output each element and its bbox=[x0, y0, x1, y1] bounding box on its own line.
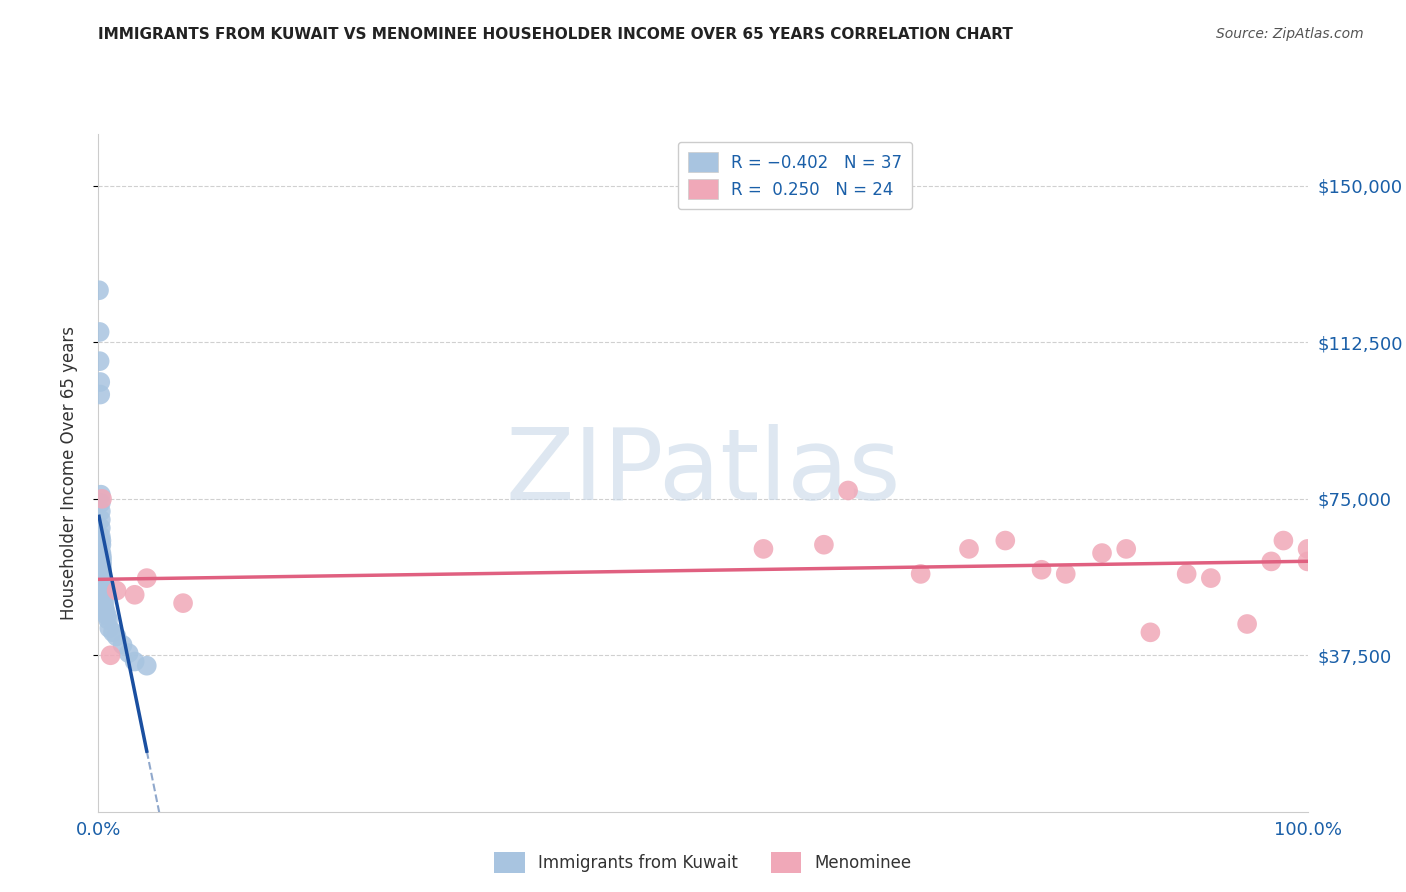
Point bbox=[1175, 566, 1198, 581]
Point bbox=[91, 566, 114, 581]
Point bbox=[89, 387, 111, 401]
Point bbox=[1296, 554, 1319, 568]
Point bbox=[91, 591, 114, 606]
Point bbox=[90, 513, 112, 527]
Point bbox=[89, 354, 111, 368]
Point bbox=[91, 491, 114, 506]
Point bbox=[94, 605, 117, 619]
Point bbox=[1031, 563, 1053, 577]
Point bbox=[1115, 541, 1137, 556]
Point bbox=[90, 496, 112, 510]
Point bbox=[97, 613, 120, 627]
Point bbox=[105, 583, 128, 598]
Point bbox=[93, 600, 115, 615]
Point bbox=[91, 550, 114, 565]
Y-axis label: Householder Income Over 65 years: Householder Income Over 65 years bbox=[59, 326, 77, 620]
Legend: Immigrants from Kuwait, Menominee: Immigrants from Kuwait, Menominee bbox=[488, 846, 918, 880]
Point bbox=[837, 483, 859, 498]
Point bbox=[91, 583, 114, 598]
Point bbox=[90, 521, 112, 535]
Point bbox=[100, 648, 122, 663]
Text: IMMIGRANTS FROM KUWAIT VS MENOMINEE HOUSEHOLDER INCOME OVER 65 YEARS CORRELATION: IMMIGRANTS FROM KUWAIT VS MENOMINEE HOUS… bbox=[98, 27, 1014, 42]
Point bbox=[1199, 571, 1222, 585]
Text: Source: ZipAtlas.com: Source: ZipAtlas.com bbox=[1216, 27, 1364, 41]
Text: ZIPatlas: ZIPatlas bbox=[505, 425, 901, 521]
Point bbox=[91, 571, 114, 585]
Point bbox=[90, 488, 112, 502]
Point bbox=[91, 563, 114, 577]
Point bbox=[91, 579, 114, 593]
Point bbox=[1296, 541, 1319, 556]
Point bbox=[90, 533, 112, 548]
Point bbox=[813, 538, 835, 552]
Point bbox=[87, 283, 110, 297]
Point bbox=[91, 558, 114, 573]
Point bbox=[105, 630, 128, 644]
Point bbox=[96, 608, 118, 623]
Point bbox=[90, 529, 112, 543]
Point bbox=[910, 566, 932, 581]
Point bbox=[124, 655, 146, 669]
Point bbox=[957, 541, 980, 556]
Point bbox=[1272, 533, 1295, 548]
Point bbox=[101, 625, 124, 640]
Point bbox=[172, 596, 194, 610]
Point bbox=[90, 546, 112, 560]
Point bbox=[994, 533, 1017, 548]
Point bbox=[752, 541, 775, 556]
Point bbox=[91, 588, 114, 602]
Point bbox=[135, 571, 157, 585]
Point bbox=[1236, 617, 1258, 632]
Point bbox=[93, 596, 115, 610]
Point bbox=[89, 325, 111, 339]
Point bbox=[124, 588, 146, 602]
Point bbox=[90, 504, 112, 518]
Point bbox=[90, 538, 112, 552]
Point bbox=[98, 621, 121, 635]
Point bbox=[1139, 625, 1161, 640]
Point bbox=[89, 375, 111, 389]
Point bbox=[118, 646, 141, 660]
Legend: R = −0.402   N = 37, R =  0.250   N = 24: R = −0.402 N = 37, R = 0.250 N = 24 bbox=[678, 142, 912, 210]
Point bbox=[91, 554, 114, 568]
Point bbox=[111, 638, 134, 652]
Point bbox=[1091, 546, 1114, 560]
Point bbox=[1260, 554, 1282, 568]
Point bbox=[91, 575, 114, 590]
Point bbox=[135, 658, 157, 673]
Point bbox=[1054, 566, 1077, 581]
